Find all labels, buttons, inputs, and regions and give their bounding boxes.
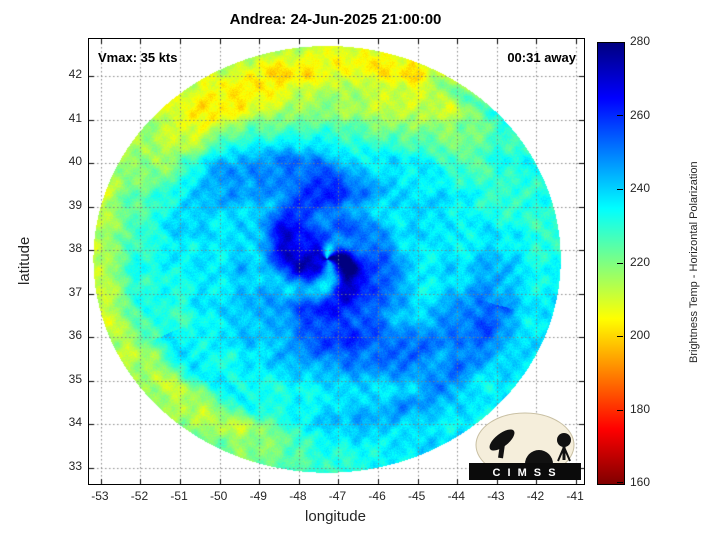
x-tick-label: -52 — [130, 489, 149, 503]
x-tick-label: -45 — [408, 489, 426, 503]
colorbar-tick-label: 220 — [630, 254, 651, 269]
colorbar-tick-label: 160 — [630, 475, 651, 489]
colorbar-tick-mark — [617, 263, 623, 264]
x-tick-label: -50 — [210, 489, 228, 503]
y-tick-label: 34 — [68, 415, 82, 430]
colorbar-tick-mark — [617, 42, 623, 43]
y-tick-label: 36 — [68, 328, 82, 343]
x-tick-label: -41 — [566, 489, 584, 503]
y-tick-label: 35 — [68, 371, 82, 386]
cimss-logo-text: C I M S S — [492, 467, 557, 479]
y-tick-label: 39 — [68, 197, 82, 212]
colorbar-tick-mark — [617, 115, 623, 116]
colorbar-tick-mark — [617, 410, 623, 411]
time-away-annotation: 00:31 away — [507, 50, 576, 65]
y-tick-label: 37 — [68, 284, 82, 299]
y-tick-label: 41 — [68, 110, 82, 125]
radome-dome-icon — [525, 450, 553, 464]
y-tick-label: 40 — [68, 154, 82, 169]
y-axis-label: latitude — [16, 236, 33, 285]
x-tick-label: -44 — [447, 489, 465, 503]
x-tick-label: -53 — [91, 489, 109, 503]
x-tick-label: -47 — [328, 489, 347, 503]
y-tick-label: 38 — [68, 241, 82, 256]
x-tick-label: -51 — [170, 489, 188, 503]
colorbar-tick-mark — [617, 189, 623, 190]
plot-title: Andrea: 24-Jun-2025 21:00:00 — [229, 11, 442, 28]
cimss-logo-silhouette — [489, 429, 571, 464]
x-tick-label: -46 — [368, 489, 386, 503]
x-axis-label: longitude — [305, 508, 366, 525]
x-tick-label: -49 — [249, 489, 267, 503]
vmax-annotation: Vmax: 35 kts — [98, 50, 178, 65]
colorbar-tick-mark — [617, 336, 623, 337]
colorbar-tick-label: 260 — [630, 107, 651, 122]
colorbar-label: Brightness Temp - Horizontal Polarizatio… — [688, 161, 700, 364]
y-tick-label: 42 — [68, 67, 82, 81]
colorbar-tick-label: 280 — [630, 34, 651, 48]
x-tick-label: -42 — [526, 489, 545, 503]
colorbar-tick-label: 200 — [630, 328, 651, 342]
cimss-logo: C I M S S — [469, 412, 581, 480]
water-tower-icon — [557, 433, 571, 447]
colorbar-tick-mark — [617, 482, 623, 483]
x-tick-label: -43 — [487, 489, 505, 503]
storm-heatmap-canvas — [89, 39, 584, 484]
colorbar-tick-label: 180 — [630, 401, 651, 416]
y-tick-label: 33 — [68, 458, 82, 473]
plot-area — [88, 38, 585, 485]
colorbar-tick-label: 240 — [630, 181, 651, 195]
x-tick-label: -48 — [289, 489, 307, 503]
satellite-dish-icon — [489, 429, 515, 451]
cimss-logo-banner — [469, 463, 581, 480]
